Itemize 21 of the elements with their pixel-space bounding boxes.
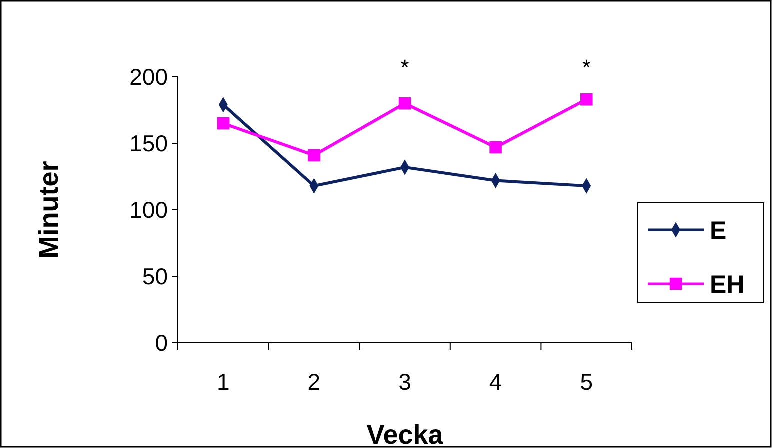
point — [580, 93, 593, 106]
y-tick-label: 50 — [142, 264, 168, 290]
point — [398, 97, 412, 110]
annotation: * — [400, 55, 410, 80]
x-axis-title: Vecka — [366, 420, 444, 448]
point — [308, 149, 320, 162]
x-tick-label: 4 — [489, 369, 502, 395]
annotation: * — [582, 55, 592, 80]
y-tick-label: 200 — [130, 64, 168, 90]
legend-label: EH — [710, 271, 745, 299]
x-tick-label: 3 — [398, 369, 412, 395]
point — [217, 117, 230, 130]
y-axis-title: Minuter — [34, 160, 64, 259]
y-tick-label: 150 — [130, 130, 168, 157]
point — [490, 141, 502, 154]
y-tick-label: 100 — [130, 197, 168, 224]
x-tick-label: 1 — [217, 369, 230, 395]
y-tick-label: 0 — [155, 330, 168, 356]
x-tick-label: 5 — [580, 369, 593, 395]
legend-label: E — [710, 217, 727, 245]
x-tick-label: 2 — [308, 369, 321, 395]
